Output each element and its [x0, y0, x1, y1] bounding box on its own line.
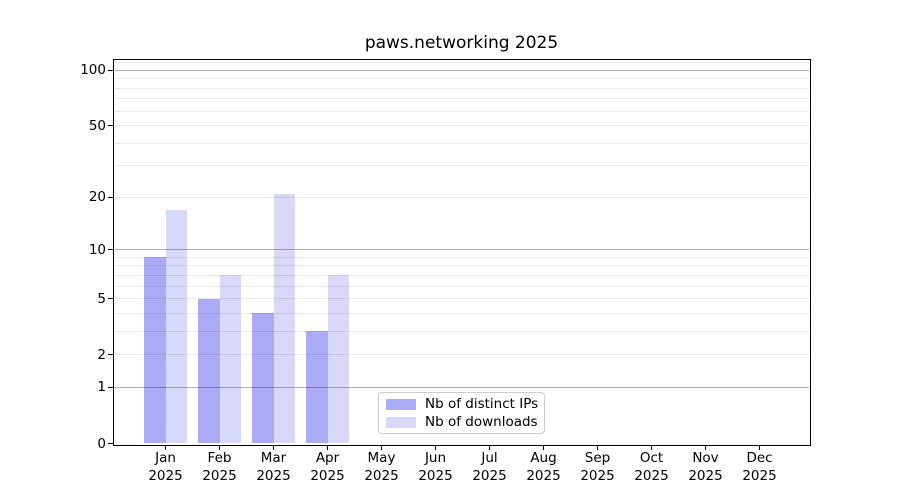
- x-tick-label-aug: Aug 2025: [526, 450, 561, 484]
- gridline-major-10: [114, 249, 809, 251]
- x-tick-label-oct: Oct 2025: [634, 450, 669, 484]
- x-tick-jan: [165, 445, 166, 450]
- x-tick-label-jan: Jan 2025: [148, 450, 183, 484]
- y-tick-label-10: 10: [88, 241, 106, 258]
- bar-nb-of-downloads-apr: [327, 275, 349, 444]
- y-tick-label-100: 100: [80, 62, 106, 79]
- gridline-minor-20: [114, 196, 809, 198]
- x-tick-jun: [435, 445, 436, 450]
- y-tick-label-20: 20: [88, 189, 106, 206]
- bar-nb-of-distinct-ips-feb: [198, 298, 220, 444]
- legend: Nb of distinct IPs Nb of downloads: [378, 392, 545, 434]
- x-tick-label-dec: Dec 2025: [742, 450, 777, 484]
- bar-nb-of-distinct-ips-apr: [306, 331, 328, 444]
- gridline-minor-3: [114, 330, 809, 332]
- bar-nb-of-downloads-mar: [273, 193, 295, 444]
- chart-title: paws.networking 2025: [364, 33, 559, 53]
- bar-nb-of-downloads-feb: [219, 275, 241, 444]
- legend-swatch-distinct-ips: [386, 398, 416, 410]
- legend-label-distinct-ips: Nb of distinct IPs: [425, 396, 539, 412]
- y-tick-5: [108, 298, 113, 300]
- x-tick-dec: [759, 445, 760, 450]
- gridline-major-1: [114, 386, 809, 388]
- gridline-minor-80: [114, 87, 809, 89]
- x-tick-oct: [651, 445, 652, 450]
- x-tick-label-may: May 2025: [364, 450, 399, 484]
- bar-nb-of-downloads-jan: [165, 209, 187, 444]
- gridline-minor-40: [114, 142, 809, 144]
- legend-item-downloads: Nb of downloads: [386, 414, 544, 430]
- bar-nb-of-distinct-ips-jan: [144, 257, 166, 444]
- x-tick-label-jun: Jun 2025: [418, 450, 453, 484]
- y-tick-50: [108, 125, 113, 127]
- gridline-minor-110: [114, 62, 809, 64]
- y-tick-20: [108, 196, 113, 198]
- legend-label-downloads: Nb of downloads: [425, 414, 538, 430]
- gridline-minor-90: [114, 78, 809, 80]
- x-tick-apr: [327, 445, 328, 450]
- y-tick-label-5: 5: [97, 290, 106, 307]
- y-tick-2: [108, 354, 113, 356]
- gridline-minor-7: [114, 274, 809, 276]
- y-tick-1: [108, 386, 113, 388]
- x-tick-aug: [543, 445, 544, 450]
- gridline-minor-30: [114, 165, 809, 167]
- y-tick-100: [108, 69, 113, 71]
- x-tick-nov: [705, 445, 706, 450]
- x-tick-label-sep: Sep 2025: [580, 450, 615, 484]
- x-tick-label-mar: Mar 2025: [256, 450, 291, 484]
- x-tick-sep: [597, 445, 598, 450]
- x-tick-label-nov: Nov 2025: [688, 450, 723, 484]
- y-tick-label-0: 0: [97, 435, 106, 452]
- gridline-major-100: [114, 69, 809, 71]
- y-tick-10: [108, 249, 113, 251]
- gridline-minor-70: [114, 98, 809, 100]
- x-tick-jul: [489, 445, 490, 450]
- x-tick-label-feb: Feb 2025: [202, 450, 237, 484]
- bar-nb-of-distinct-ips-mar: [252, 313, 274, 444]
- x-tick-may: [381, 445, 382, 450]
- gridline-minor-8: [114, 265, 809, 267]
- gridline-minor-2: [114, 354, 809, 356]
- gridline-minor-9: [114, 256, 809, 258]
- y-tick-label-2: 2: [97, 346, 106, 363]
- x-tick-label-apr: Apr 2025: [310, 450, 345, 484]
- gridline-minor-50: [114, 125, 809, 127]
- y-tick-label-1: 1: [97, 379, 106, 396]
- x-tick-feb: [219, 445, 220, 450]
- gridline-minor-4: [114, 312, 809, 314]
- y-tick-0: [108, 443, 113, 444]
- x-tick-label-jul: Jul 2025: [472, 450, 507, 484]
- legend-item-distinct-ips: Nb of distinct IPs: [386, 396, 544, 412]
- gridline-minor-5: [114, 298, 809, 300]
- x-tick-mar: [273, 445, 274, 450]
- y-tick-label-50: 50: [88, 117, 106, 134]
- legend-swatch-downloads: [386, 416, 416, 428]
- gridline-minor-6: [114, 285, 809, 287]
- gridline-minor-60: [114, 110, 809, 112]
